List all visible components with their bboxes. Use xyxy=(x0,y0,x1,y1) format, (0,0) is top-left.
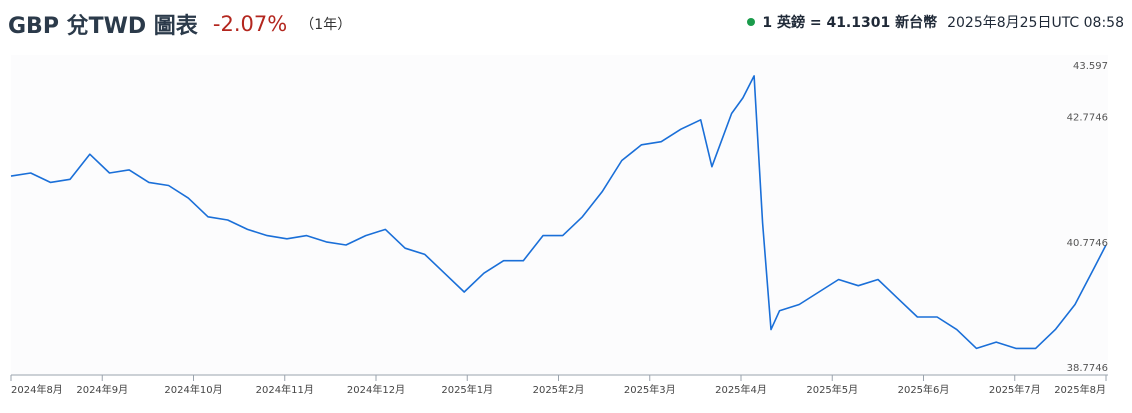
rate-timestamp: 2025年8月25日UTC 08:58 xyxy=(947,15,1124,31)
series-line xyxy=(10,75,1107,350)
x-tick-label: 2024年11月 xyxy=(256,383,314,396)
live-status-dot xyxy=(747,18,756,26)
chart-title: GBP 兌TWD 圖表 xyxy=(8,14,198,39)
x-tick-label: 2025年8月 xyxy=(1054,383,1106,396)
x-tick-label: 2024年9月 xyxy=(76,383,128,396)
x-tick-label: 2025年7月 xyxy=(989,383,1041,396)
y-tick-label: 43.597 xyxy=(1073,61,1108,72)
change-percent: -2.07% xyxy=(212,12,288,36)
plot-background xyxy=(11,55,1108,375)
chart-header: GBP 兌TWD 圖表 -2.07% （1年） 1 英鎊 = 41.1301 新… xyxy=(8,6,1124,42)
line-chart[interactable]: 43.597 42.7746 40.7746 38.7746 2024年8月 2024年9… xyxy=(0,55,1132,409)
x-tick-label: 2025年1月 xyxy=(441,383,493,396)
y-tick-label: 40.7746 xyxy=(1067,238,1108,249)
x-tick-label: 2025年4月 xyxy=(715,383,767,396)
x-tick-label: 2024年8月 xyxy=(11,383,63,396)
live-rate: 1 英鎊 = 41.1301 新台幣 2025年8月25日UTC 08:58 xyxy=(747,12,1124,32)
period-label: （1年） xyxy=(300,17,352,33)
x-tick-label: 2025年2月 xyxy=(533,383,585,396)
title-group: GBP 兌TWD 圖表 -2.07% （1年） xyxy=(8,8,351,40)
y-tick-label: 42.7746 xyxy=(1067,113,1108,124)
x-tick-label: 2024年10月 xyxy=(164,383,222,396)
x-tick-label: 2024年12月 xyxy=(347,383,405,396)
chart-area[interactable]: 43.597 42.7746 40.7746 38.7746 2024年8月 2024年9… xyxy=(0,55,1132,409)
rate-text: 1 英鎊 = 41.1301 新台幣 xyxy=(762,15,938,31)
x-tick-label: 2025年3月 xyxy=(624,383,676,396)
x-tick-label: 2025年5月 xyxy=(806,383,858,396)
x-tick-label: 2025年6月 xyxy=(898,383,950,396)
y-tick-label: 38.7746 xyxy=(1067,363,1108,374)
